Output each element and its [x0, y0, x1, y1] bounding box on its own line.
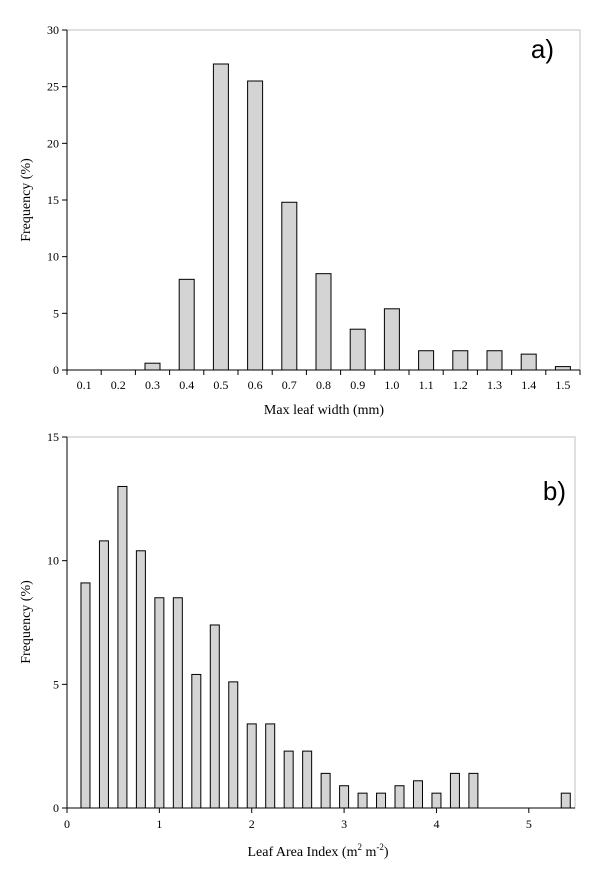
y-tick-label-a: 10	[47, 250, 59, 264]
y-tick-label-a: 0	[53, 363, 59, 377]
x-tick-label-b: 3	[341, 817, 347, 831]
bar-b	[302, 750, 313, 809]
bar-b	[339, 785, 350, 809]
bar-b	[449, 772, 460, 809]
bar-b	[357, 792, 368, 809]
x-tick-label-a: 0.5	[213, 378, 228, 392]
x-tick-label-a: 0.4	[179, 378, 194, 392]
bar-b	[117, 485, 128, 809]
y-tick-label-a: 5	[53, 306, 59, 320]
bar-a	[554, 366, 571, 371]
x-tick-label-a: 1.0	[384, 378, 399, 392]
chart-panel-a: 0 5 10 15 20 25 30 0.1 0.2 0.3 0.4 0.5 0.6 0.7 0.8 0.9 1…	[19, 23, 581, 418]
bar-a	[212, 63, 229, 371]
chart-panel-b: 0 5 10 15 0 1 2 3 4 5 b) Leaf Area Index (m2 m-2)…	[19, 430, 576, 860]
x-tick-label-a: 1.4	[521, 378, 536, 392]
bar-b	[431, 792, 442, 809]
bar-b	[228, 681, 239, 809]
x-axis-title-a: Max leaf width (mm)	[264, 403, 384, 418]
bar-b	[135, 550, 146, 809]
bar-a	[144, 362, 161, 371]
bar-b	[560, 792, 571, 809]
bar-b	[209, 624, 220, 809]
bar-b	[172, 597, 183, 809]
y-tick-label-b: 0	[53, 801, 59, 815]
x-axis-title-b: Leaf Area Index (m2 m-2)	[247, 842, 388, 860]
bar-b	[246, 723, 257, 809]
x-tick-label-b: 0	[64, 817, 70, 831]
x-tick-label-a: 1.3	[487, 378, 502, 392]
x-tick-label-a: 0.2	[111, 378, 126, 392]
bar-a	[452, 350, 469, 371]
x-tick-label-b: 2	[249, 817, 255, 831]
bar-a	[178, 278, 195, 371]
bar-a	[281, 201, 298, 371]
bar-b	[191, 673, 202, 809]
y-tick-label-a: 20	[47, 136, 59, 150]
y-tick-label-a: 25	[47, 80, 59, 94]
y-tick-label-b: 15	[47, 430, 59, 444]
x-tick-label-a: 1.2	[453, 378, 468, 392]
x-tick-label-a: 1.1	[419, 378, 434, 392]
bar-a	[315, 273, 332, 371]
bar-b	[283, 750, 294, 809]
bar-a	[418, 350, 435, 371]
x-tick-label-b: 1	[156, 817, 162, 831]
x-tick-label-a: 0.3	[145, 378, 160, 392]
bar-b	[265, 723, 276, 809]
bar-a	[383, 308, 400, 371]
x-tick-label-a: 0.6	[248, 378, 263, 392]
bar-b	[154, 597, 165, 809]
bar-b	[80, 582, 91, 809]
y-tick-label-a: 30	[47, 23, 59, 37]
bar-b	[320, 772, 331, 809]
x-tick-label-a: 0.1	[77, 378, 92, 392]
bar-b	[376, 792, 387, 809]
plot-area-b	[66, 436, 576, 809]
bar-b	[412, 780, 423, 809]
panel-label-b: b)	[543, 476, 566, 506]
x-tick-label-b: 5	[526, 817, 532, 831]
x-tick-label-a: 0.9	[350, 378, 365, 392]
bar-b	[98, 540, 109, 809]
bar-a	[247, 80, 264, 371]
y-tick-label-a: 15	[47, 193, 59, 207]
bar-b	[468, 772, 479, 809]
bar-b	[394, 785, 405, 809]
y-axis-title-a: Frequency (%)	[19, 158, 34, 242]
x-tick-label-a: 0.7	[282, 378, 297, 392]
y-axis-title-b: Frequency (%)	[19, 580, 34, 664]
x-tick-label-b: 4	[433, 817, 439, 831]
x-tick-label-a: 0.8	[316, 378, 331, 392]
bar-a	[349, 328, 366, 371]
x-tick-label-a: 1.5	[555, 378, 570, 392]
y-tick-label-b: 5	[53, 677, 59, 691]
bar-a	[486, 350, 503, 371]
panel-label-a: a)	[531, 34, 554, 64]
y-tick-label-b: 10	[47, 554, 59, 568]
bar-a	[520, 353, 537, 371]
